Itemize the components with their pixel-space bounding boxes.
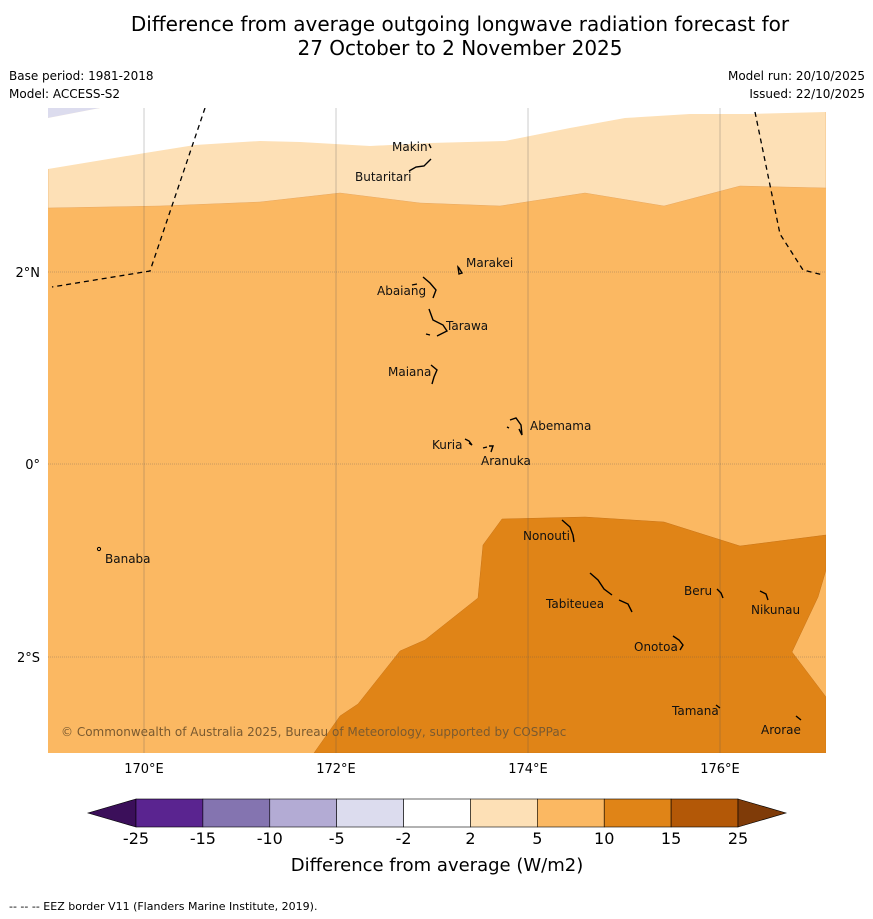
y-axis-ticks: 2°N 0° 2°S [16,266,41,666]
y-tick-2s: 2°S [17,651,40,666]
nonouti-island [561,519,575,543]
y-tick-0: 0° [25,458,40,473]
label-kuria: Kuria [432,438,463,452]
title-line-1: Difference from average outgoing longwav… [130,12,790,36]
x-tick-170e: 170°E [124,762,164,777]
label-nonouti: Nonouti [523,529,570,543]
meta-right: Model run: 20/10/2025 Issued: 22/10/2025 [728,67,865,103]
label-tabiteuea: Tabiteuea [545,597,604,611]
legend-cell [403,798,471,828]
x-tick-176e: 176°E [700,762,740,777]
color-legend: -25 -15 -10 -5 -2 2 5 10 15 25 Difference from av… [86,798,788,876]
aranuka-island [482,445,494,453]
eez-border [51,108,824,288]
legend-tick-label: -10 [257,829,283,848]
model-run: Model run: 20/10/2025 [727,69,865,83]
maiana-island [430,364,438,385]
marakei-island [457,265,464,275]
label-tarawa: Tarawa [445,319,488,333]
label-butaritari: Butaritari [355,170,412,184]
abemama-island [506,417,523,436]
tamana-island [715,704,721,709]
map-panel: Makin Butaritari Marakei Abaiang Tarawa … [48,108,826,753]
tabiteuea-island [589,572,633,613]
onotoa-island [672,635,684,651]
eez-footnote: -- -- -- EEZ border V11 (Flanders Marine… [9,900,318,913]
model-name: Model: ACCESS-S2 [9,87,121,101]
label-nikunau: Nikunau [751,603,800,617]
legend-tick-label: 15 [661,829,681,848]
legend-cell [537,798,605,828]
gridlines [48,108,826,753]
arorae-island [795,715,802,721]
legend-arrow-right [737,798,788,828]
abaiang-island [411,276,437,299]
legend-tick-label: -5 [329,829,345,848]
label-beru: Beru [684,584,712,598]
label-arorae: Arorae [761,723,801,737]
legend-cell [336,798,404,828]
label-maiana: Maiana [388,365,431,379]
legend-tick-label: 5 [532,829,542,848]
butaritari-island [408,158,432,172]
label-abaiang: Abaiang [377,284,426,298]
legend-cell [603,798,672,828]
label-aranuka: Aranuka [481,454,531,468]
legend-title: Difference from average (W/m2) [291,855,583,876]
x-tick-172e: 172°E [316,762,356,777]
base-period: Base period: 1981-2018 [9,69,154,83]
label-makin: Makin [392,140,428,154]
anomaly-band-10-15 [313,516,826,753]
label-banaba: Banaba [105,552,151,566]
legend-tick-label: 2 [465,829,475,848]
legend-cell [135,798,204,828]
issued-date: Issued: 22/10/2025 [749,87,865,101]
anomaly-band-neg2-2 [48,108,826,169]
beru-island [716,588,724,599]
makin-island [428,143,432,149]
map-title: Difference from average outgoing longwav… [40,12,873,60]
legend-cell [202,798,271,828]
label-onotoa: Onotoa [634,640,678,654]
legend-tick-label: -25 [123,829,149,848]
nikunau-island [759,590,769,601]
legend-arrow-left [86,798,137,828]
islands [408,143,802,721]
legend-tick-label: 25 [728,829,748,848]
meta-left: Base period: 1981-2018 Model: ACCESS-S2 [9,67,154,103]
y-tick-2n: 2°N [16,266,41,281]
legend-tick-label: -2 [396,829,412,848]
title-line-2: 27 October to 2 November 2025 [297,36,623,60]
legend-tick-label: 10 [594,829,614,848]
x-axis-ticks: 170°E 172°E 174°E 176°E [124,762,740,777]
copyright-notice: © Commonwealth of Australia 2025, Bureau… [61,725,566,739]
label-marakei: Marakei [466,256,513,270]
kuria-island [464,438,473,446]
legend-cell [670,798,739,828]
legend-tick-label: -15 [190,829,216,848]
legend-cell [269,798,337,828]
x-tick-174e: 174°E [508,762,548,777]
legend-cell [470,798,538,828]
banaba-island [96,546,102,552]
label-tamana: Tamana [671,704,719,718]
label-abemama: Abemama [530,419,591,433]
tarawa-island [425,308,449,337]
